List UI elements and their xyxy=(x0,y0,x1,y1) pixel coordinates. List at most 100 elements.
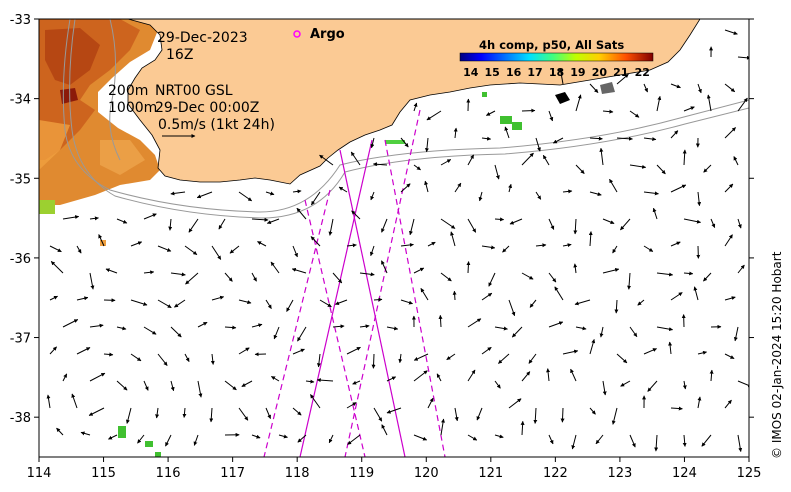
current-vector-arrow xyxy=(143,380,149,391)
credit-text: © IMOS 02-Jan-2024 15:20 Hobart xyxy=(770,251,784,459)
current-vector-arrow xyxy=(309,394,321,409)
current-vector-arrow xyxy=(89,323,104,328)
current-vector-arrow xyxy=(656,272,674,277)
current-vector-arrow xyxy=(548,218,555,230)
argo-label: Argo xyxy=(310,27,345,42)
current-vector-arrow xyxy=(229,245,240,254)
current-vector-arrow xyxy=(143,270,155,275)
current-vector-arrow xyxy=(481,245,496,250)
current-vector-arrow xyxy=(76,296,89,301)
colorbar-tick-label: 17 xyxy=(527,66,542,79)
current-vector-arrow xyxy=(371,353,376,369)
current-vector-arrow xyxy=(643,83,648,93)
current-vector-arrow xyxy=(724,29,738,35)
colorbar-tick-label: 20 xyxy=(592,66,608,79)
current-vector-arrow xyxy=(602,268,620,274)
x-tick-label: 123 xyxy=(607,466,632,481)
current-vector-arrow xyxy=(319,154,334,166)
current-vector-arrow xyxy=(386,407,402,414)
current-vector-arrow xyxy=(238,407,249,421)
current-vector-arrow xyxy=(535,243,547,248)
current-vector-arrow xyxy=(656,326,673,332)
current-vector-arrow xyxy=(609,178,618,193)
current-vector-arrow xyxy=(381,218,388,233)
current-vector-arrow xyxy=(488,272,496,287)
current-vector-arrow xyxy=(629,326,638,338)
current-vector-arrow xyxy=(733,156,739,166)
current-vector-arrow xyxy=(724,83,736,93)
map-time: 16Z xyxy=(166,47,193,63)
current-vector-arrow xyxy=(697,396,702,409)
current-vector-arrow xyxy=(440,218,456,229)
current-vector-arrow xyxy=(535,191,542,200)
current-vector-arrow xyxy=(346,402,357,409)
current-vector-arrow xyxy=(50,261,64,274)
current-vector-arrow xyxy=(710,218,716,228)
current-vector-arrow xyxy=(467,218,477,233)
plot-frame xyxy=(38,18,750,458)
current-vector-arrow xyxy=(426,110,442,121)
current-vector-arrow xyxy=(238,299,252,305)
current-vector-arrow xyxy=(157,245,172,252)
x-axis: 114 115 116 117 118 119 120 121 122 123 124 125 xyxy=(27,457,761,481)
current-vector-arrow xyxy=(89,372,106,382)
current-vector-arrow xyxy=(386,326,399,331)
current-vector-arrow xyxy=(502,245,510,253)
current-vector-arrow xyxy=(548,434,554,445)
current-vector-arrow xyxy=(682,149,687,166)
current-vector-arrow xyxy=(116,380,128,391)
current-vector-arrow xyxy=(511,326,523,338)
current-vector-arrow xyxy=(706,94,712,112)
current-vector-arrow xyxy=(614,299,619,314)
map-date: 29-Dec-2023 xyxy=(157,30,248,46)
current-vector-arrow xyxy=(413,267,425,274)
y-tick-label: -38 xyxy=(10,411,31,426)
current-vector-arrow xyxy=(211,245,222,260)
current-vector-arrow xyxy=(424,137,429,153)
current-vector-arrow xyxy=(670,292,683,301)
current-vector-arrow xyxy=(251,434,261,439)
current-vector-arrow xyxy=(427,397,434,409)
colorbar-tick-label: 18 xyxy=(549,66,564,79)
current-vector-arrow xyxy=(291,268,307,274)
current-vector-arrow xyxy=(71,393,78,409)
current-vector-arrow xyxy=(413,353,429,361)
current-vector-arrow xyxy=(656,164,666,175)
colorbar-tick-label: 22 xyxy=(635,66,650,79)
current-vector-arrow xyxy=(494,326,508,331)
current-vector-arrow xyxy=(251,323,263,328)
current-vector-arrow xyxy=(546,368,551,382)
current-vector-arrow xyxy=(643,348,657,355)
colorbar-ticks: 14 15 16 17 18 19 20 21 22 xyxy=(463,66,650,79)
current-vector-arrow xyxy=(533,407,538,424)
current-vector-arrow xyxy=(575,326,587,331)
scale-text: 0.5m/s (1kt 24h) xyxy=(158,117,275,133)
current-vector-arrow xyxy=(351,210,361,220)
current-vector-arrow xyxy=(98,234,105,247)
current-vector-arrow xyxy=(724,353,735,360)
current-vector-arrow xyxy=(346,346,361,355)
current-vector-arrow xyxy=(508,183,513,193)
current-vector-arrow xyxy=(616,136,633,141)
y-tick-label: -35 xyxy=(10,172,31,187)
current-vector-arrow xyxy=(620,380,631,387)
current-vector-arrow xyxy=(548,272,557,283)
isobath-contours xyxy=(62,19,749,219)
current-vector-arrow xyxy=(521,108,536,113)
current-vector-arrow xyxy=(627,272,632,290)
current-vector-arrow xyxy=(668,341,673,355)
x-tick-label: 124 xyxy=(672,466,697,481)
y-tick-label: -37 xyxy=(10,332,31,347)
current-vector-arrow xyxy=(76,245,82,254)
current-vector-arrow xyxy=(49,295,58,301)
current-vector-arrow xyxy=(369,245,375,257)
current-vector-arrow xyxy=(420,288,429,301)
current-vector-arrow xyxy=(381,260,388,274)
current-vector-arrow xyxy=(165,434,172,447)
current-vector-arrow xyxy=(454,407,459,422)
current-vector-arrow xyxy=(386,376,397,382)
colorbar-tick-label: 15 xyxy=(485,66,500,79)
current-vector-arrow xyxy=(504,126,510,139)
current-vector-arrow xyxy=(413,434,428,441)
current-vector-arrow xyxy=(575,164,585,174)
